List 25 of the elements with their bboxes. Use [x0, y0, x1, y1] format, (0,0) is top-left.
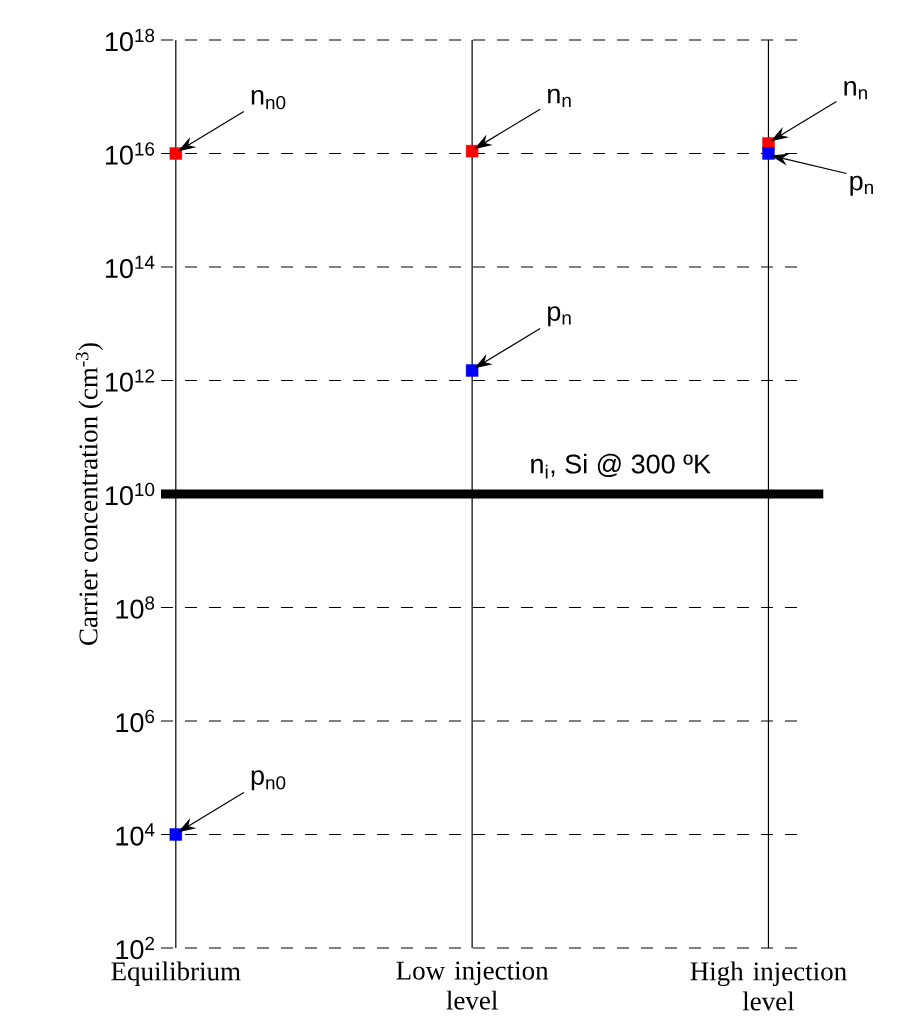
point: [465, 144, 479, 158]
point: [169, 147, 183, 160]
text: p$_{n}$: [850, 175, 873, 196]
annotation: n$_{n0}$: [251, 89, 286, 110]
y-tick-label: 10$^{16}$: [105, 142, 155, 165]
point: [465, 364, 479, 377]
point: [762, 147, 775, 160]
x-tick-label: Equilibrium: [111, 961, 241, 987]
annotation: p$_{n}$: [548, 306, 571, 327]
annotation: p$_{n0}$: [251, 770, 286, 791]
y-tick-label: 10$^{6}$: [116, 709, 155, 733]
y-tick-label: 10$^{2}$: [116, 936, 155, 960]
y-tick-label: 10$^{14}$: [105, 255, 155, 279]
ref-line-label: n$_{i}$, Si @ 300 ºK: [531, 453, 711, 479]
y-axis-title: Carrier concentration (cm$^{-3}$): [75, 343, 104, 645]
point: [169, 828, 183, 841]
text: n$_{n}$: [844, 81, 867, 100]
y-tick-label: 10$^{8}$: [116, 596, 155, 619]
annotation: n$_{n}$: [548, 88, 571, 107]
x-tick-label: Low injection level: [396, 961, 549, 1010]
y-tick-label: 10$^{12}$: [105, 369, 155, 392]
y-tick-label: 10$^{10}$: [105, 482, 155, 506]
x-tick-label: High injection level: [690, 961, 847, 1011]
y-tick-label: 10$^{4}$: [116, 823, 155, 846]
y-tick-label: 10$^{18}$: [105, 28, 155, 52]
